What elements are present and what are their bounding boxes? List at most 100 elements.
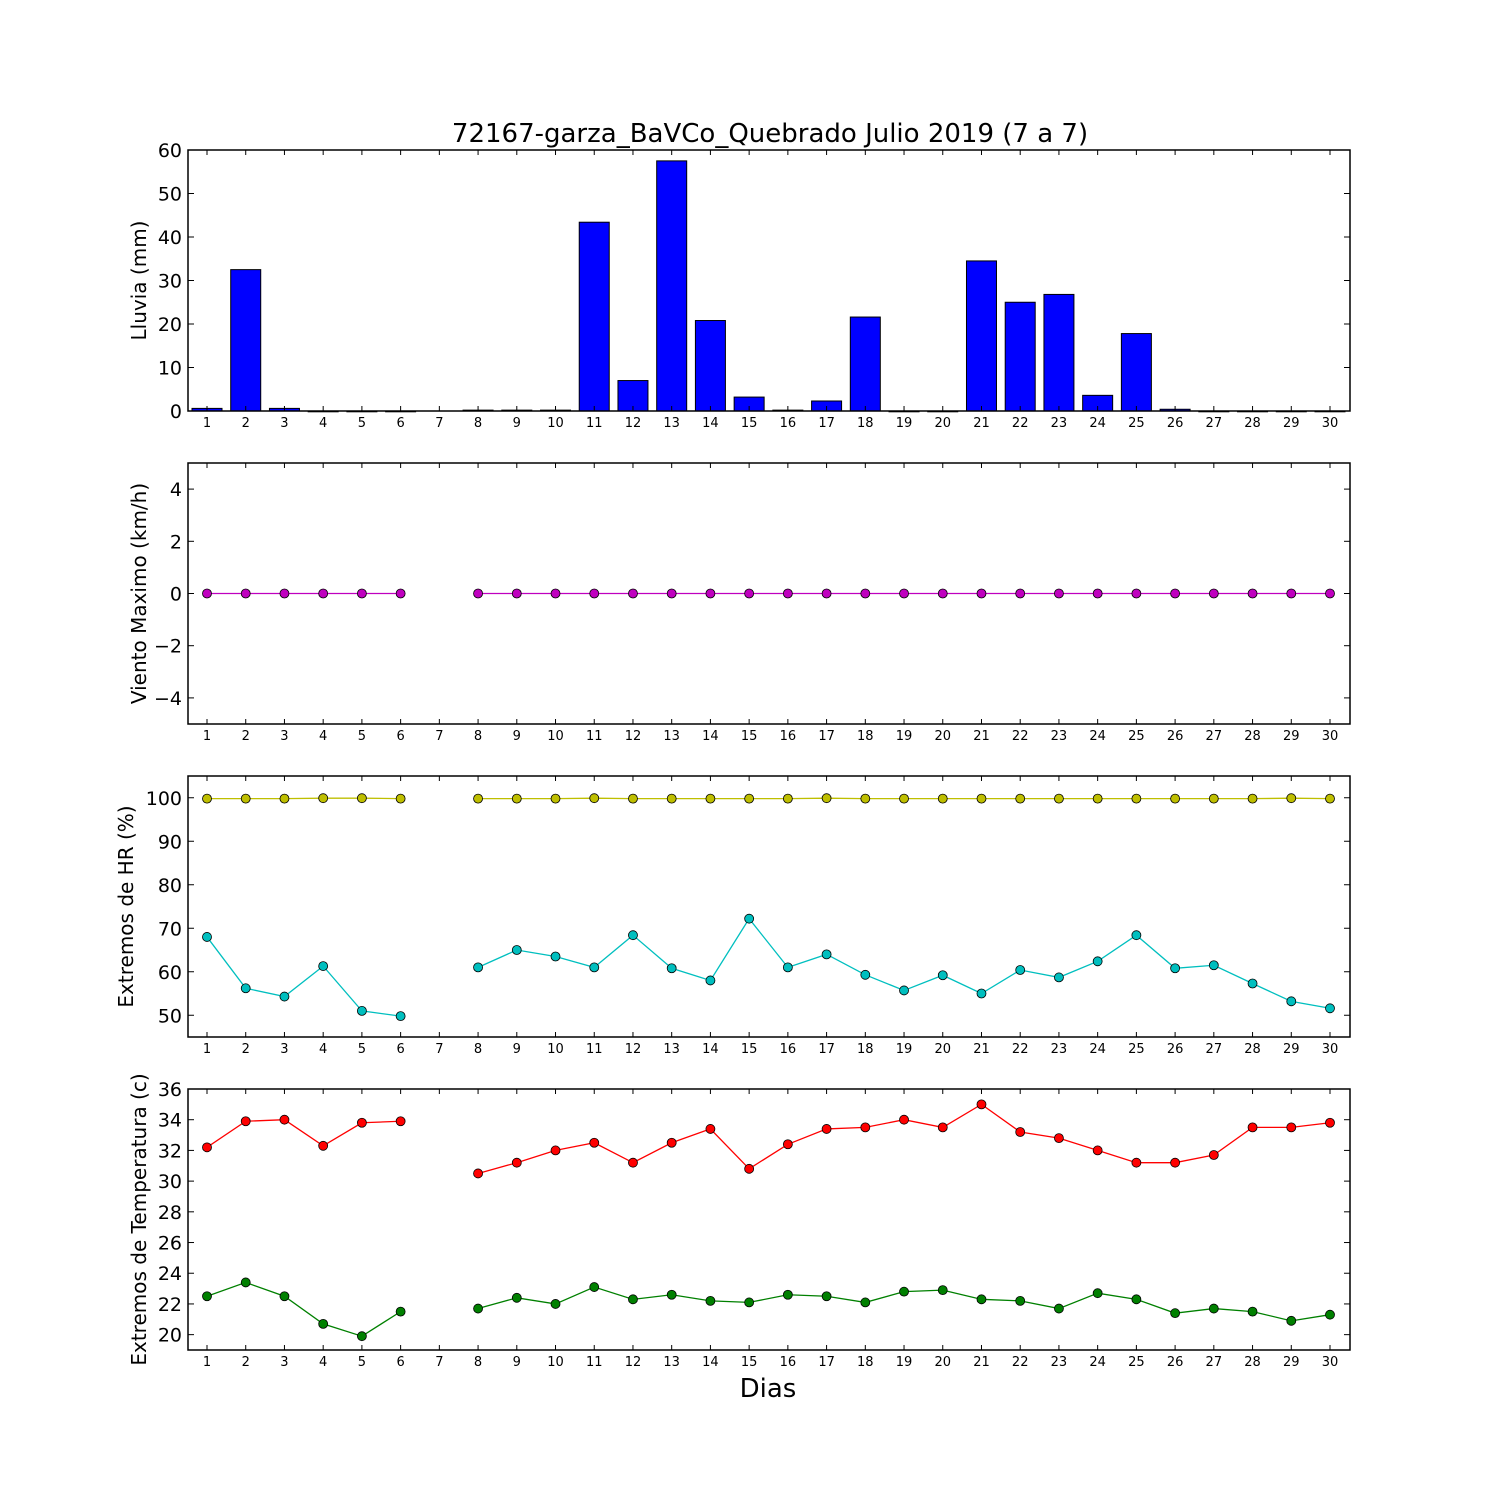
x-tick-label: 21 (973, 729, 990, 744)
point-day-14 (705, 975, 716, 986)
x-tick-label: 9 (513, 1042, 521, 1057)
point-day-11 (589, 793, 600, 804)
y-tick-label: −2 (154, 636, 182, 658)
x-tick-label: 1 (203, 1042, 211, 1057)
point-day-29 (1286, 588, 1297, 599)
x-tick-label: 22 (1012, 729, 1029, 744)
x-tick-label: 8 (474, 416, 482, 431)
x-tick-label: 26 (1167, 729, 1184, 744)
point-day-3 (279, 1114, 290, 1125)
y-tick-label: 20 (158, 314, 182, 336)
point-day-27 (1208, 793, 1219, 804)
point-day-1 (202, 793, 212, 804)
point-day-15 (744, 793, 755, 804)
point-day-20 (937, 970, 948, 981)
y-tick-label: 0 (170, 401, 182, 423)
point-day-6 (395, 1011, 406, 1022)
x-tick-label: 6 (396, 1355, 404, 1370)
point-day-9 (511, 1292, 522, 1303)
point-day-5 (356, 793, 367, 804)
x-tick-label: 24 (1089, 729, 1106, 744)
x-tick-label: 3 (280, 416, 288, 431)
point-day-10 (550, 1145, 561, 1156)
y-tick-label: −4 (154, 688, 182, 710)
point-day-13 (666, 963, 677, 974)
point-day-10 (550, 793, 561, 804)
point-day-12 (628, 930, 638, 941)
point-day-16 (782, 1139, 793, 1150)
point-day-24 (1092, 588, 1103, 599)
point-day-19 (899, 985, 909, 996)
point-day-9 (511, 588, 522, 599)
point-day-16 (782, 793, 793, 804)
point-day-11 (589, 588, 600, 599)
point-day-20 (937, 1122, 948, 1133)
point-day-26 (1170, 588, 1181, 599)
point-day-4 (318, 588, 329, 599)
bar-day-2 (230, 269, 262, 412)
point-day-16 (782, 588, 793, 599)
y-tick-label: 80 (158, 875, 182, 897)
x-tick-label: 14 (702, 416, 719, 431)
point-day-2 (240, 1116, 251, 1127)
x-tick-label: 24 (1089, 416, 1106, 431)
x-tick-label: 18 (857, 416, 874, 431)
bar-day-13 (656, 160, 688, 412)
point-day-17 (821, 793, 832, 804)
point-day-26 (1170, 963, 1181, 974)
x-tick-label: 29 (1283, 1355, 1300, 1370)
point-day-19 (899, 1114, 909, 1125)
x-tick-label: 26 (1167, 1355, 1184, 1370)
y-axis-label: Lluvia (mm) (127, 221, 151, 341)
point-day-18 (860, 588, 871, 599)
point-day-12 (628, 588, 638, 599)
point-day-26 (1170, 1157, 1181, 1168)
y-tick-label: 70 (158, 918, 182, 940)
x-tick-label: 27 (1206, 416, 1223, 431)
point-day-2 (240, 983, 251, 994)
point-day-14 (705, 588, 716, 599)
x-tick-label: 10 (547, 1355, 564, 1370)
x-tick-label: 20 (934, 1355, 951, 1370)
point-day-25 (1131, 930, 1142, 941)
y-tick-label: 2 (170, 531, 182, 553)
y-tick-label: 90 (158, 831, 182, 853)
x-tick-label: 10 (547, 416, 564, 431)
point-day-11 (589, 1282, 600, 1292)
point-day-29 (1286, 793, 1297, 804)
x-tick-label: 3 (280, 1355, 288, 1370)
x-tick-label: 4 (319, 1355, 327, 1370)
point-day-21 (976, 1294, 987, 1305)
point-day-5 (356, 1006, 367, 1016)
point-day-18 (860, 969, 871, 980)
x-tick-label: 16 (780, 1042, 797, 1057)
point-day-27 (1208, 588, 1219, 599)
point-day-17 (821, 1124, 832, 1134)
point-day-15 (744, 1297, 755, 1308)
point-day-20 (937, 793, 948, 804)
x-tick-label: 4 (319, 729, 327, 744)
point-day-29 (1286, 1122, 1297, 1133)
x-tick-label: 2 (242, 729, 250, 744)
x-tick-label: 23 (1051, 1355, 1068, 1370)
point-day-5 (356, 1117, 367, 1128)
point-day-10 (550, 1299, 561, 1309)
x-tick-label: 17 (818, 1042, 835, 1057)
x-tick-label: 5 (358, 1042, 366, 1057)
point-day-19 (899, 588, 909, 599)
y-tick-label: 20 (158, 1325, 182, 1347)
x-tick-label: 14 (702, 1042, 719, 1057)
point-day-30 (1325, 1003, 1335, 1014)
point-day-21 (976, 1099, 987, 1110)
point-day-24 (1092, 793, 1103, 804)
x-tick-label: 27 (1206, 1355, 1223, 1370)
x-tick-label: 9 (513, 416, 521, 431)
x-tick-label: 1 (203, 729, 211, 744)
point-day-4 (318, 793, 329, 804)
point-day-25 (1131, 1157, 1142, 1168)
x-tick-label: 18 (857, 1042, 874, 1057)
point-day-21 (976, 793, 987, 804)
x-tick-label: 4 (319, 1042, 327, 1057)
point-day-2 (240, 1277, 251, 1288)
